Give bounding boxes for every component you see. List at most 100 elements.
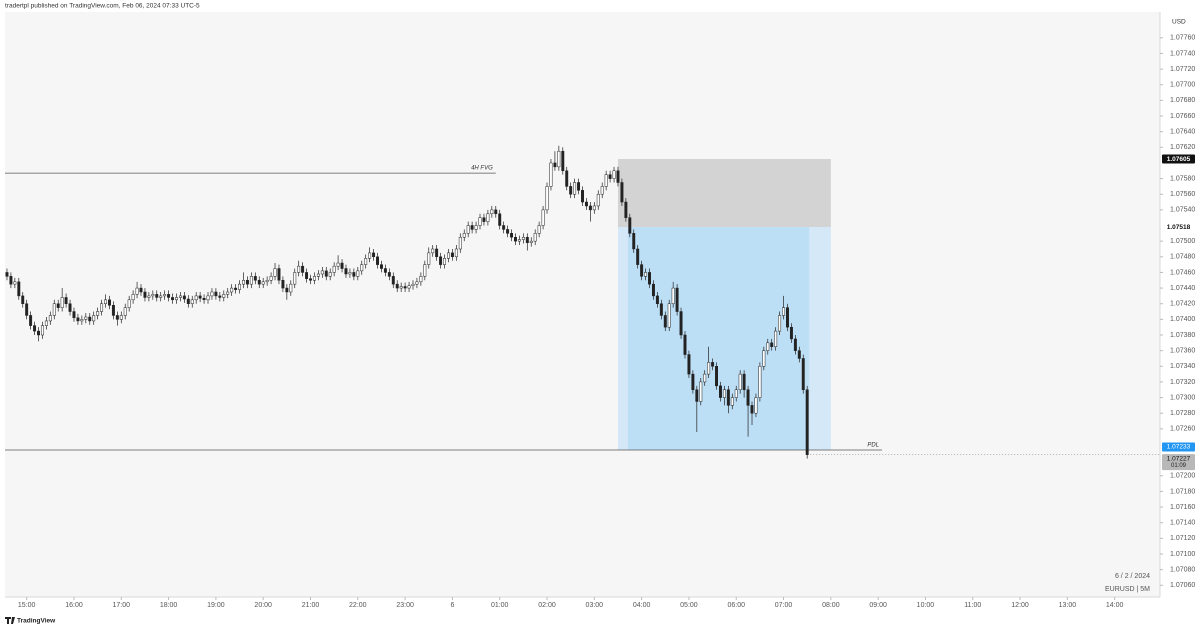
candle-body (119, 315, 123, 320)
candle-body (659, 303, 663, 316)
candle-body (336, 262, 340, 267)
candle-body (648, 272, 651, 285)
candle-body (76, 317, 80, 322)
candle-body (100, 303, 104, 312)
candle-body (671, 287, 675, 304)
candle-body (48, 315, 52, 322)
candle-body (265, 280, 269, 283)
y-tick-label: 1.07160 (1170, 504, 1195, 511)
candle-body (766, 342, 770, 351)
y-tick-label: 1.07680 (1170, 97, 1195, 104)
candle-body (715, 366, 718, 387)
candle-body (450, 252, 454, 258)
y-tick-label: 1.07320 (1170, 379, 1195, 386)
candle-body (139, 287, 143, 293)
candle-body (37, 330, 40, 336)
candle-body (305, 272, 309, 279)
candle-body (569, 186, 573, 195)
candle-body (679, 311, 683, 336)
candle-body (707, 362, 711, 375)
target-progress (627, 227, 810, 450)
candle-body (297, 265, 301, 273)
x-tick-label: 11:00 (964, 602, 981, 609)
candle-body (9, 276, 13, 285)
candles (5, 145, 809, 459)
candle-body (123, 307, 127, 316)
candle-body (159, 295, 163, 298)
y-tick-label: 1.07500 (1170, 238, 1195, 245)
candle-body (525, 236, 529, 243)
candle-body (356, 270, 360, 277)
candle-body (332, 265, 336, 273)
candle-body (774, 330, 778, 347)
candle-body (238, 283, 242, 290)
candle-body (770, 342, 774, 347)
currency-label: USD (1172, 19, 1186, 26)
candle-body (778, 315, 782, 332)
candle-body (222, 294, 226, 298)
candle-body (738, 373, 742, 390)
y-tick-label: 1.07760 (1170, 35, 1195, 42)
candle-body (198, 295, 202, 299)
candle-body (419, 276, 423, 283)
candle-body (529, 240, 533, 243)
candle-body (628, 217, 632, 234)
candle-body (596, 193, 600, 207)
candle-body (92, 315, 96, 322)
candle-body (5, 272, 9, 277)
y-tick-label: 1.07080 (1170, 566, 1195, 573)
x-tick-label: 10:00 (917, 602, 935, 609)
x-tick-label: 18:00 (160, 602, 178, 609)
candle-body (372, 252, 376, 258)
stop-zone (617, 159, 831, 228)
candle-body (506, 229, 510, 234)
candle-body (565, 170, 569, 187)
level-label: PDL (867, 443, 879, 449)
candle-body (517, 239, 521, 242)
candle-body (730, 397, 734, 406)
candle-body (750, 405, 754, 414)
candle-body (687, 354, 691, 375)
candle-body (620, 182, 624, 203)
candle-body (640, 264, 644, 277)
candle-body (348, 272, 352, 275)
y-tick-label: 1.07660 (1170, 113, 1195, 120)
candle-body (711, 362, 715, 367)
y-tick-label: 1.07540 (1170, 207, 1195, 214)
candle-body (230, 287, 234, 293)
candle-body (805, 389, 809, 455)
candle-body (44, 320, 48, 326)
candle-body (202, 297, 206, 301)
candle-body (557, 150, 561, 168)
y-tick-label: 1.07440 (1170, 285, 1195, 292)
x-tick-label: 01:00 (491, 602, 509, 609)
candle-body (194, 295, 198, 301)
x-tick-label: 16:00 (65, 602, 83, 609)
candle-body (387, 272, 391, 277)
candle-body (403, 286, 407, 289)
y-tick-label: 1.07360 (1170, 347, 1195, 354)
candle-body (447, 252, 450, 259)
candle-body (616, 170, 620, 183)
candle-body (261, 281, 265, 285)
y-tick-label: 1.07380 (1170, 332, 1195, 339)
candle-body (742, 373, 746, 390)
candle-body (360, 264, 364, 272)
x-tick-label: 02:00 (538, 602, 556, 609)
candle-body (561, 150, 565, 172)
candle-body (431, 248, 435, 254)
y-tick-label: 1.07340 (1170, 363, 1195, 370)
candle-body (88, 316, 92, 322)
candle-body (612, 170, 616, 179)
countdown-label: 01:09 (1171, 463, 1187, 469)
candle-body (470, 225, 474, 230)
candle-body (395, 283, 399, 289)
candle-body (253, 276, 257, 281)
candle-body (285, 287, 289, 293)
x-tick-label: 03:00 (586, 602, 604, 609)
candle-body (407, 285, 411, 289)
candle-body (186, 298, 190, 304)
candle-body (33, 325, 37, 332)
candle-body (344, 268, 348, 275)
x-tick-label: 23:00 (396, 602, 414, 609)
